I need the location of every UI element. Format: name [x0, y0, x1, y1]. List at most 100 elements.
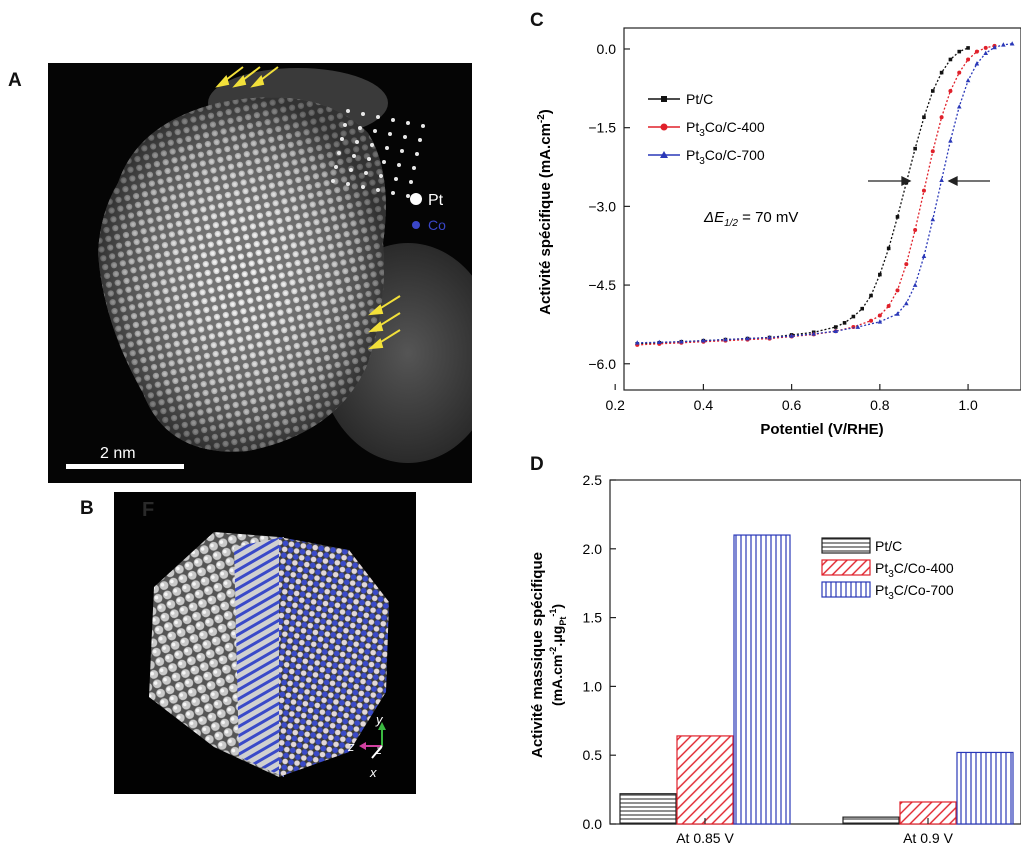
bar-1-cat-1 — [619, 793, 677, 825]
legend-swatch — [821, 581, 871, 598]
panel-label-b: B — [80, 498, 94, 519]
data-point — [851, 314, 856, 319]
y-tick-label: 0.0 — [597, 41, 617, 57]
data-point — [895, 288, 900, 293]
data-point — [948, 57, 953, 62]
series-line — [637, 43, 1013, 344]
data-point — [904, 300, 909, 306]
bar-2-cat-1 — [676, 735, 734, 825]
inset-atom — [334, 165, 338, 169]
x-tick-label: 0.6 — [782, 397, 802, 413]
data-point — [860, 306, 864, 311]
inset-atom — [361, 112, 365, 116]
inset-atom — [376, 115, 380, 119]
pt-legend-label: Pt — [428, 192, 444, 209]
legend-label: Pt/C — [875, 538, 902, 554]
right-facet — [279, 537, 389, 777]
data-point — [869, 318, 874, 323]
axis-x-label: x — [369, 765, 377, 780]
y-tick-label: −4.5 — [588, 277, 616, 293]
inset-atom — [418, 138, 422, 142]
data-point — [1009, 41, 1015, 46]
delta-arrows — [868, 175, 990, 187]
legend-swatch — [821, 537, 871, 554]
scale-bar-label: 2 nm — [100, 445, 136, 462]
inset-atom — [382, 160, 386, 164]
data-point — [877, 313, 882, 318]
y-tick-label: −3.0 — [588, 198, 616, 214]
inset-atom — [379, 174, 383, 178]
data-point — [789, 333, 794, 338]
data-point — [957, 49, 962, 54]
axis-y-label: y — [375, 712, 384, 727]
bar-y-tick-label: 1.0 — [583, 678, 603, 694]
inset-atom — [337, 151, 341, 155]
data-point — [992, 44, 997, 50]
data-point — [948, 138, 953, 143]
inset-atom — [358, 126, 362, 130]
data-point — [811, 331, 816, 336]
x-tick-label: 1.0 — [958, 397, 978, 413]
data-point — [895, 215, 900, 219]
inset-atom — [409, 180, 413, 184]
axis-z2-label: z — [375, 743, 382, 757]
data-point — [886, 246, 891, 251]
x-tick-label: 0.2 — [605, 397, 625, 413]
stem-image-panel: Pt Co 2 nm — [48, 63, 472, 483]
inset-atom — [415, 152, 419, 156]
data-point — [1001, 42, 1006, 47]
data-point — [974, 49, 979, 54]
co-legend-label: Co — [428, 217, 446, 233]
inset-atom — [400, 149, 404, 153]
scale-bar — [66, 464, 184, 469]
data-point — [878, 272, 882, 277]
bar-y-tick-label: 2.5 — [583, 472, 603, 488]
bar-3-cat-2 — [956, 751, 1014, 825]
data-point — [701, 338, 706, 343]
middle-facet — [234, 537, 284, 777]
inset-atom — [421, 124, 425, 128]
inset-atom — [346, 182, 350, 186]
data-point — [745, 336, 750, 341]
panel-label-c: C — [530, 10, 544, 31]
inset-atom — [352, 154, 356, 158]
data-point — [983, 50, 989, 55]
data-point — [895, 311, 900, 316]
pt-legend-dot — [410, 193, 422, 205]
inset-atom — [385, 146, 389, 150]
data-point — [913, 146, 917, 151]
inset-atom — [412, 166, 416, 170]
inset-atom — [361, 185, 365, 189]
legend-marker — [660, 151, 668, 158]
inset-atom — [346, 109, 350, 113]
category-label: At 0.9 V — [903, 830, 953, 846]
series-line — [637, 45, 995, 346]
data-point — [833, 328, 839, 334]
inset-atom — [406, 194, 410, 198]
inset-atom — [388, 132, 392, 136]
legend-marker — [660, 123, 668, 131]
data-point — [877, 319, 883, 324]
data-point — [921, 188, 926, 193]
inset-atom — [373, 129, 377, 133]
data-point — [921, 253, 927, 259]
plot-frame — [623, 27, 1021, 391]
inset-atom — [376, 188, 380, 192]
panel-label-a: A — [8, 70, 22, 91]
inset-atom — [355, 140, 359, 144]
lattice-inset — [331, 109, 425, 198]
data-point — [833, 325, 838, 329]
data-point — [767, 335, 772, 340]
data-point — [930, 89, 935, 93]
y-tick-label: −1.5 — [588, 120, 616, 136]
x-tick-label: 0.8 — [870, 397, 890, 413]
bar-1-cat-2 — [842, 816, 900, 825]
inset-atom — [364, 171, 368, 175]
legend-marker — [661, 96, 667, 102]
legend-swatch — [821, 559, 871, 576]
data-point — [939, 115, 944, 120]
bar-y-label-line2: (mA.cm-2.μgPt-1) — [548, 604, 568, 706]
mass-activity-chart: 0.0 0.5 1.0 1.5 2.0 2.5 At 0.85 V At 0.9 V Pt/… — [529, 472, 1021, 846]
bar-y-tick-label: 0.0 — [583, 816, 603, 832]
data-point — [965, 77, 971, 83]
